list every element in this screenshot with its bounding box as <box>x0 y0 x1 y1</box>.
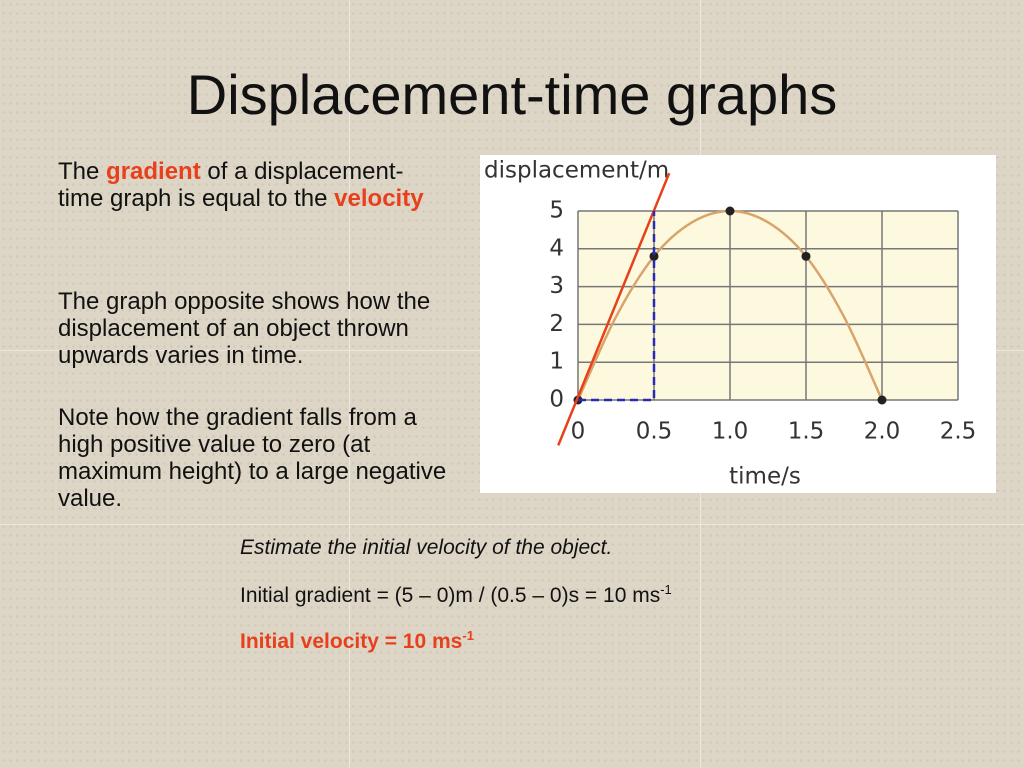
x-tick-label: 1.0 <box>712 419 749 445</box>
x-tick-label: 2.5 <box>940 419 977 445</box>
data-point <box>801 251 811 261</box>
superscript: -1 <box>462 628 474 643</box>
y-tick-label: 3 <box>549 273 564 299</box>
highlight: gradient <box>106 158 201 185</box>
y-tick-label: 5 <box>549 198 564 224</box>
plot-area <box>578 211 958 400</box>
y-tick-label: 0 <box>549 387 564 413</box>
y-tick-label: 2 <box>549 311 564 337</box>
data-point <box>649 251 659 261</box>
tangent-line <box>557 172 671 446</box>
text: The <box>58 158 107 185</box>
y-tick-label: 4 <box>549 235 564 261</box>
x-axis-label: time/s <box>729 464 801 490</box>
text: of a displacement-time graph is equal to… <box>58 158 404 212</box>
chart: displacement/m time/s 0 1 2 3 4 5 0 0.5 1.0 1.5 2.… <box>480 155 996 493</box>
intro: The gradient of a displacement-time grap… <box>58 158 448 212</box>
paragraph: The graph opposite shows how the displac… <box>58 288 431 369</box>
x-tick-label: 0.5 <box>636 419 673 445</box>
paragraph: Note how the gradient falls from a high … <box>58 404 447 512</box>
text: Initial velocity = 10 ms <box>240 630 463 653</box>
text: Initial gradient = (5 – 0)m / (0.5 – 0)s… <box>240 584 661 607</box>
data-point <box>725 206 735 216</box>
y-axis-label: displacement/m <box>484 158 669 184</box>
construction-line <box>578 211 656 402</box>
y-tick-label: 1 <box>549 349 564 375</box>
question: Estimate the initial velocity of the obj… <box>240 536 613 559</box>
highlight: velocity <box>334 185 424 212</box>
superscript: -1 <box>660 582 672 597</box>
data-point <box>877 395 887 405</box>
x-tick-label: 2.0 <box>864 419 901 445</box>
answer: Initial velocity = 10 ms-1 <box>240 628 474 654</box>
x-tick-label: 0 <box>571 419 586 445</box>
working: Initial gradient = (5 – 0)m / (0.5 – 0)s… <box>240 582 672 608</box>
slide-title: Displacement-time graphs <box>186 63 838 126</box>
x-tick-label: 1.5 <box>788 419 825 445</box>
